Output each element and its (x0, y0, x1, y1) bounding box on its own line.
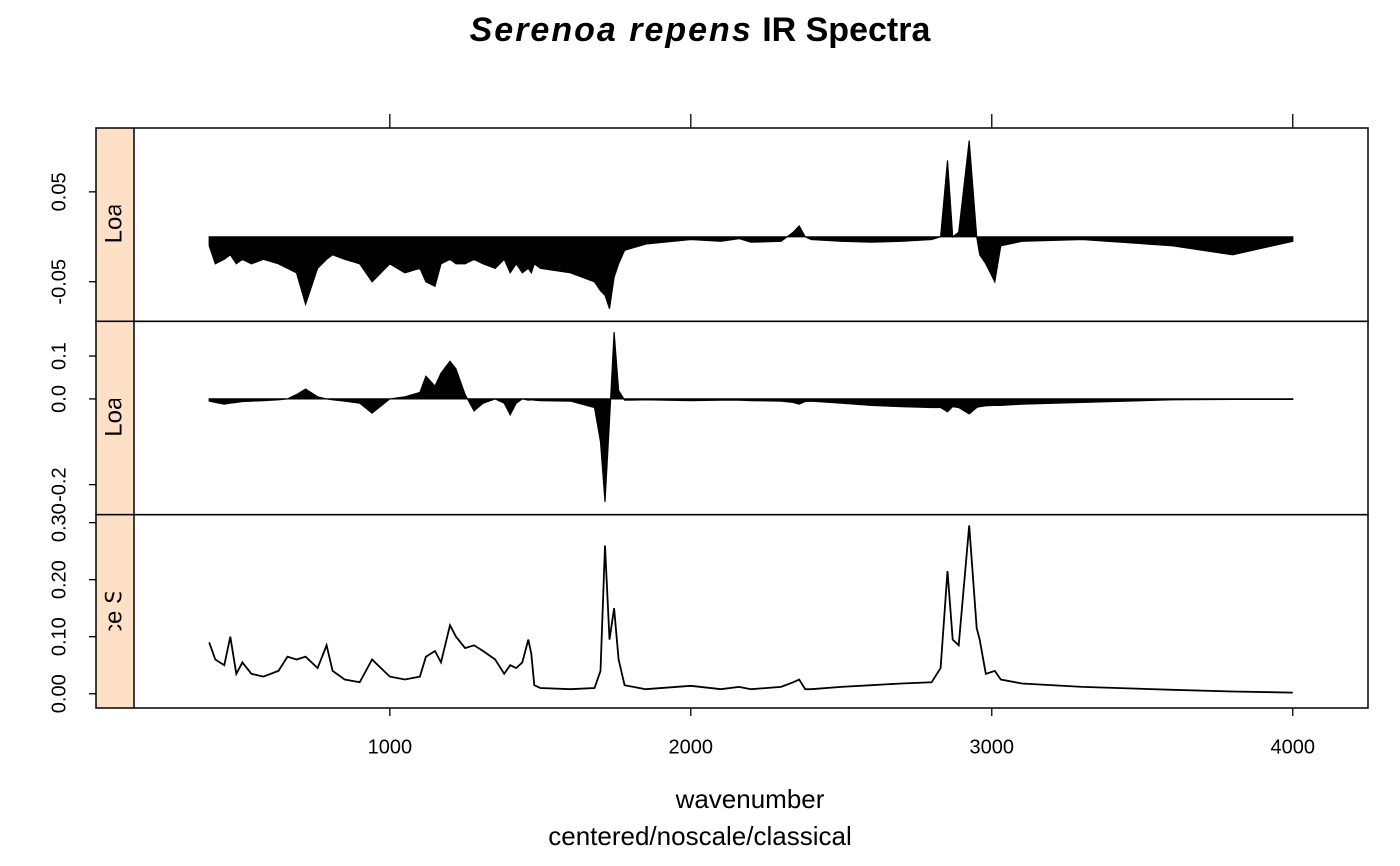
strip-label: PC 1 Loadings (100, 339, 127, 496)
panel-border (95, 127, 1369, 323)
y-tick-label: 0.05 (48, 172, 70, 211)
y-tick-label: 0.30 (48, 503, 70, 542)
x-axis-sublabel: centered/noscale/classical (548, 821, 852, 851)
title-text: IR Spectra (762, 11, 931, 49)
y-tick-label: -0.2 (48, 467, 70, 501)
y-tick-label: 0.00 (48, 674, 70, 713)
y-tick-label: 0.0 (48, 385, 70, 413)
strip (96, 128, 134, 322)
y-tick-label: 0.20 (48, 560, 70, 599)
y-tick-label: -0.05 (48, 259, 70, 305)
strip-label: PC 2 Loadings (100, 146, 127, 303)
y-tick-label: 0.10 (48, 617, 70, 656)
loading-area (208, 140, 1294, 309)
strip (96, 321, 134, 515)
panel-border (95, 513, 1369, 709)
spectrum-line (208, 525, 1293, 694)
strip (96, 514, 134, 708)
x-tick-label: 3000 (970, 736, 1015, 758)
x-axis-label: wavenumber (675, 784, 825, 814)
x-tick-label: 1000 (368, 736, 413, 758)
strip-label: Reference Spectrum (100, 501, 127, 721)
title-species: Serenoa repens (470, 11, 753, 49)
title-space (753, 11, 762, 49)
chart-title: Serenoa repens IR Spectra (470, 11, 932, 49)
y-tick-label: 0.1 (48, 342, 70, 370)
panel-border (95, 320, 1369, 516)
loading-area (208, 332, 1294, 502)
x-tick-label: 4000 (1271, 736, 1316, 758)
x-tick-label: 2000 (669, 736, 714, 758)
